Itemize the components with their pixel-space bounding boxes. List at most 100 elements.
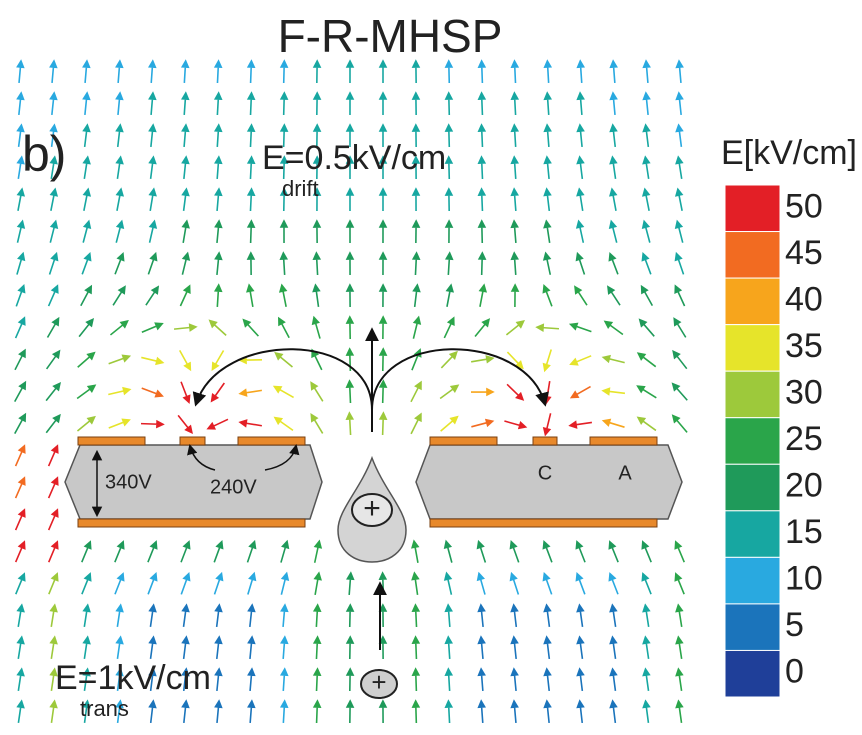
field-arrow xyxy=(643,221,650,242)
field-arrow xyxy=(471,356,493,362)
colorbar-tick-label: 50 xyxy=(785,187,823,225)
ion-symbol: + xyxy=(363,492,381,525)
field-arrow xyxy=(248,61,254,83)
field-arrow xyxy=(445,573,451,594)
field-arrow xyxy=(15,382,26,401)
field-arrow xyxy=(15,414,26,433)
figure: 340V 240V C A + + F-R-MHSP b) E=0.5kV/cm… xyxy=(0,0,862,730)
field-arrow xyxy=(183,189,189,211)
field-arrow xyxy=(50,221,57,242)
field-arrow xyxy=(149,61,155,83)
voltage-label: 240V xyxy=(210,476,257,498)
field-arrow xyxy=(479,125,485,147)
field-arrow xyxy=(510,542,518,563)
field-arrow xyxy=(347,61,353,83)
electrode xyxy=(533,437,557,445)
field-arrow xyxy=(180,286,189,306)
field-arrow xyxy=(347,413,353,435)
voltage-label: 340V xyxy=(105,471,152,493)
field-arrow xyxy=(182,125,188,147)
field-arrow xyxy=(642,286,653,305)
field-arrow xyxy=(16,318,25,338)
field-arrow xyxy=(212,383,225,401)
field-arrow xyxy=(150,701,156,723)
colorbar: E[kV/cm] 50454035302520151050 xyxy=(721,134,857,697)
field-arrow xyxy=(479,93,485,115)
colorbar-tick-label: 35 xyxy=(785,327,823,365)
field-arrow xyxy=(479,253,485,275)
field-arrow xyxy=(578,125,584,147)
field-arrow xyxy=(148,574,156,595)
field-arrow xyxy=(248,573,255,594)
field-arrow xyxy=(413,669,419,691)
field-arrow xyxy=(214,542,222,563)
field-arrow xyxy=(545,93,551,115)
field-arrow xyxy=(609,574,618,595)
field-arrow xyxy=(347,93,353,115)
field-arrow xyxy=(146,287,158,305)
field-arrow xyxy=(79,319,93,336)
field-arrow xyxy=(643,125,649,147)
field-arrow xyxy=(544,413,551,434)
field-arrow xyxy=(643,605,649,627)
field-arrow xyxy=(274,387,293,398)
field-arrow xyxy=(571,387,590,398)
field-arrow xyxy=(380,413,386,435)
field-arrow xyxy=(183,221,189,243)
field-arrow xyxy=(478,542,486,563)
electrode xyxy=(78,437,145,445)
field-arrow xyxy=(18,221,25,242)
field-arrow xyxy=(281,701,287,723)
field-arrow xyxy=(314,637,320,659)
field-arrow xyxy=(281,253,287,275)
field-arrow xyxy=(18,605,24,627)
field-arrow xyxy=(512,253,518,275)
electrode xyxy=(238,437,305,445)
field-arrow xyxy=(413,317,420,338)
field-arrow xyxy=(544,574,552,595)
field-arrow xyxy=(78,353,95,367)
field-arrow xyxy=(413,93,419,115)
field-arrow xyxy=(544,605,550,627)
field-arrow xyxy=(248,221,254,243)
field-arrow xyxy=(544,381,550,403)
field-arrow xyxy=(447,285,453,307)
field-arrow xyxy=(380,349,386,371)
field-arrow xyxy=(411,414,421,434)
field-arrow xyxy=(150,605,156,627)
ion-symbol: + xyxy=(371,667,386,697)
field-arrow xyxy=(676,254,684,275)
field-arrow xyxy=(441,417,458,431)
field-arrow xyxy=(314,253,320,275)
electrode xyxy=(180,437,205,445)
colorbar-band xyxy=(725,278,780,325)
field-arrow xyxy=(605,322,623,335)
field-arrow xyxy=(380,221,386,243)
field-arrow xyxy=(77,417,94,431)
field-arrow xyxy=(577,701,583,723)
field-arrow xyxy=(17,253,24,274)
field-arrow xyxy=(116,93,122,115)
field-arrow xyxy=(281,637,287,659)
field-arrow xyxy=(511,637,517,659)
field-arrow xyxy=(578,61,584,83)
field-arrow xyxy=(512,61,518,83)
field-arrow xyxy=(479,189,485,211)
field-arrow xyxy=(643,669,649,691)
field-arrow xyxy=(315,573,321,595)
field-arrow xyxy=(507,384,523,399)
field-arrow xyxy=(240,420,262,426)
field-arrow xyxy=(347,637,353,659)
field-arrow xyxy=(311,383,323,402)
field-arrow xyxy=(82,542,91,562)
field-arrow xyxy=(603,388,625,394)
field-arrow xyxy=(311,415,322,434)
field-arrow xyxy=(446,157,452,179)
field-arrow xyxy=(413,221,419,243)
field-arrow xyxy=(81,286,91,305)
field-arrow xyxy=(575,287,587,305)
field-arrow xyxy=(18,701,24,723)
field-arrow xyxy=(150,157,156,179)
colorbar-tick-label: 0 xyxy=(785,653,804,691)
field-arrow xyxy=(314,61,320,83)
